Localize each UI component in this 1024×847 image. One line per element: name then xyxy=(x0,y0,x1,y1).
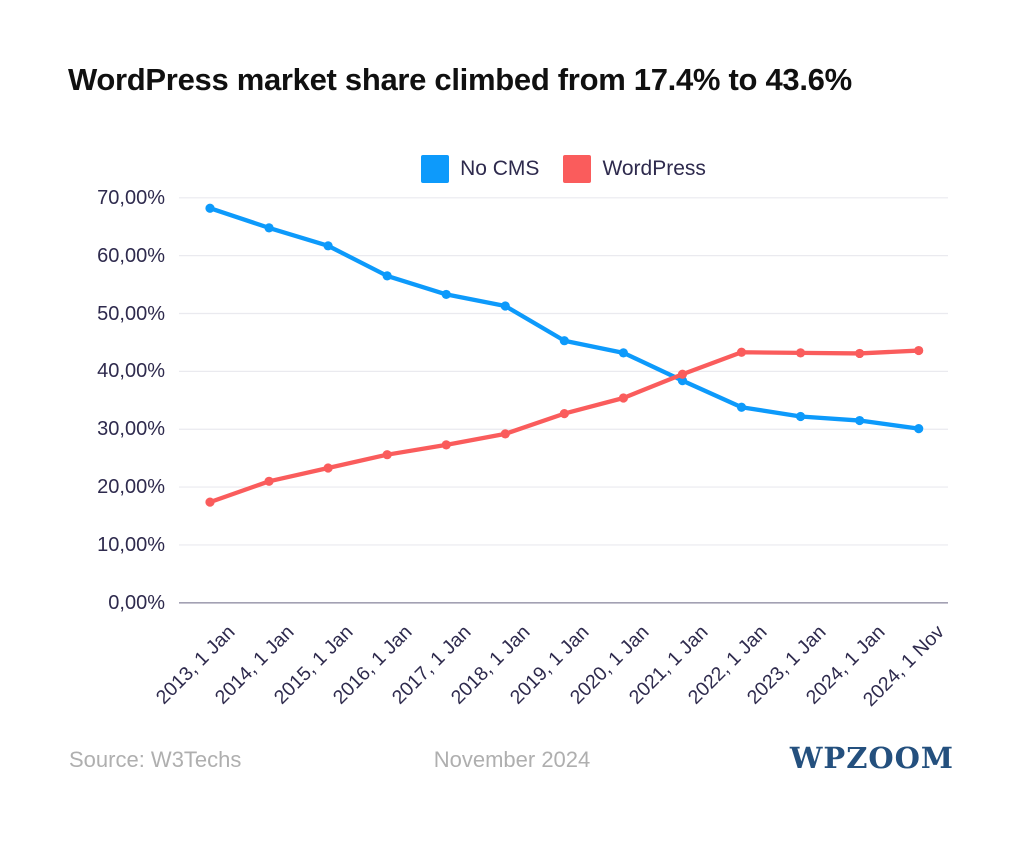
data-point-wordpress xyxy=(677,369,688,379)
source-label: Source: W3Techs xyxy=(69,747,242,772)
data-point-wordpress xyxy=(500,429,510,439)
data-point-wordpress xyxy=(323,463,333,473)
data-point-wordpress xyxy=(914,345,924,356)
legend-swatch-no-cms-icon xyxy=(421,155,450,183)
data-point-no-cms xyxy=(736,402,747,412)
data-point-no-cms xyxy=(618,348,629,358)
data-point-no-cms xyxy=(914,424,924,434)
data-point-wordpress xyxy=(382,450,392,460)
data-point-wordpress xyxy=(736,347,747,357)
data-point-no-cms xyxy=(500,301,510,311)
data-point-no-cms xyxy=(855,415,865,426)
data-point-no-cms xyxy=(205,203,215,213)
legend: No CMS WordPress xyxy=(179,155,948,183)
legend-item-wordpress: WordPress xyxy=(563,155,706,183)
data-point-wordpress xyxy=(441,440,451,450)
data-point-wordpress xyxy=(618,393,629,403)
data-point-wordpress xyxy=(264,476,274,486)
data-point-wordpress xyxy=(795,348,806,358)
data-point-no-cms xyxy=(264,223,274,233)
legend-item-no-cms: No CMS xyxy=(421,155,539,183)
legend-swatch-wordpress-icon xyxy=(563,155,592,183)
date-label: November 2024 xyxy=(433,747,591,772)
data-point-no-cms xyxy=(795,411,806,422)
data-point-no-cms xyxy=(559,336,569,346)
data-point-no-cms xyxy=(323,241,333,251)
legend-label-wordpress: WordPress xyxy=(602,157,706,180)
data-point-no-cms xyxy=(441,289,451,300)
brand-logo: WPZOOM xyxy=(789,741,954,775)
legend-label-no-cms: No CMS xyxy=(460,157,540,180)
data-point-wordpress xyxy=(559,409,569,419)
data-point-no-cms xyxy=(677,376,688,386)
chart-title: WordPress market share climbed from 17.4… xyxy=(68,62,852,97)
data-point-wordpress xyxy=(855,348,865,359)
series-line-wordpress xyxy=(207,348,921,505)
data-point-wordpress xyxy=(205,497,215,507)
series-line-no-cms xyxy=(207,206,921,431)
data-point-no-cms xyxy=(382,271,392,281)
